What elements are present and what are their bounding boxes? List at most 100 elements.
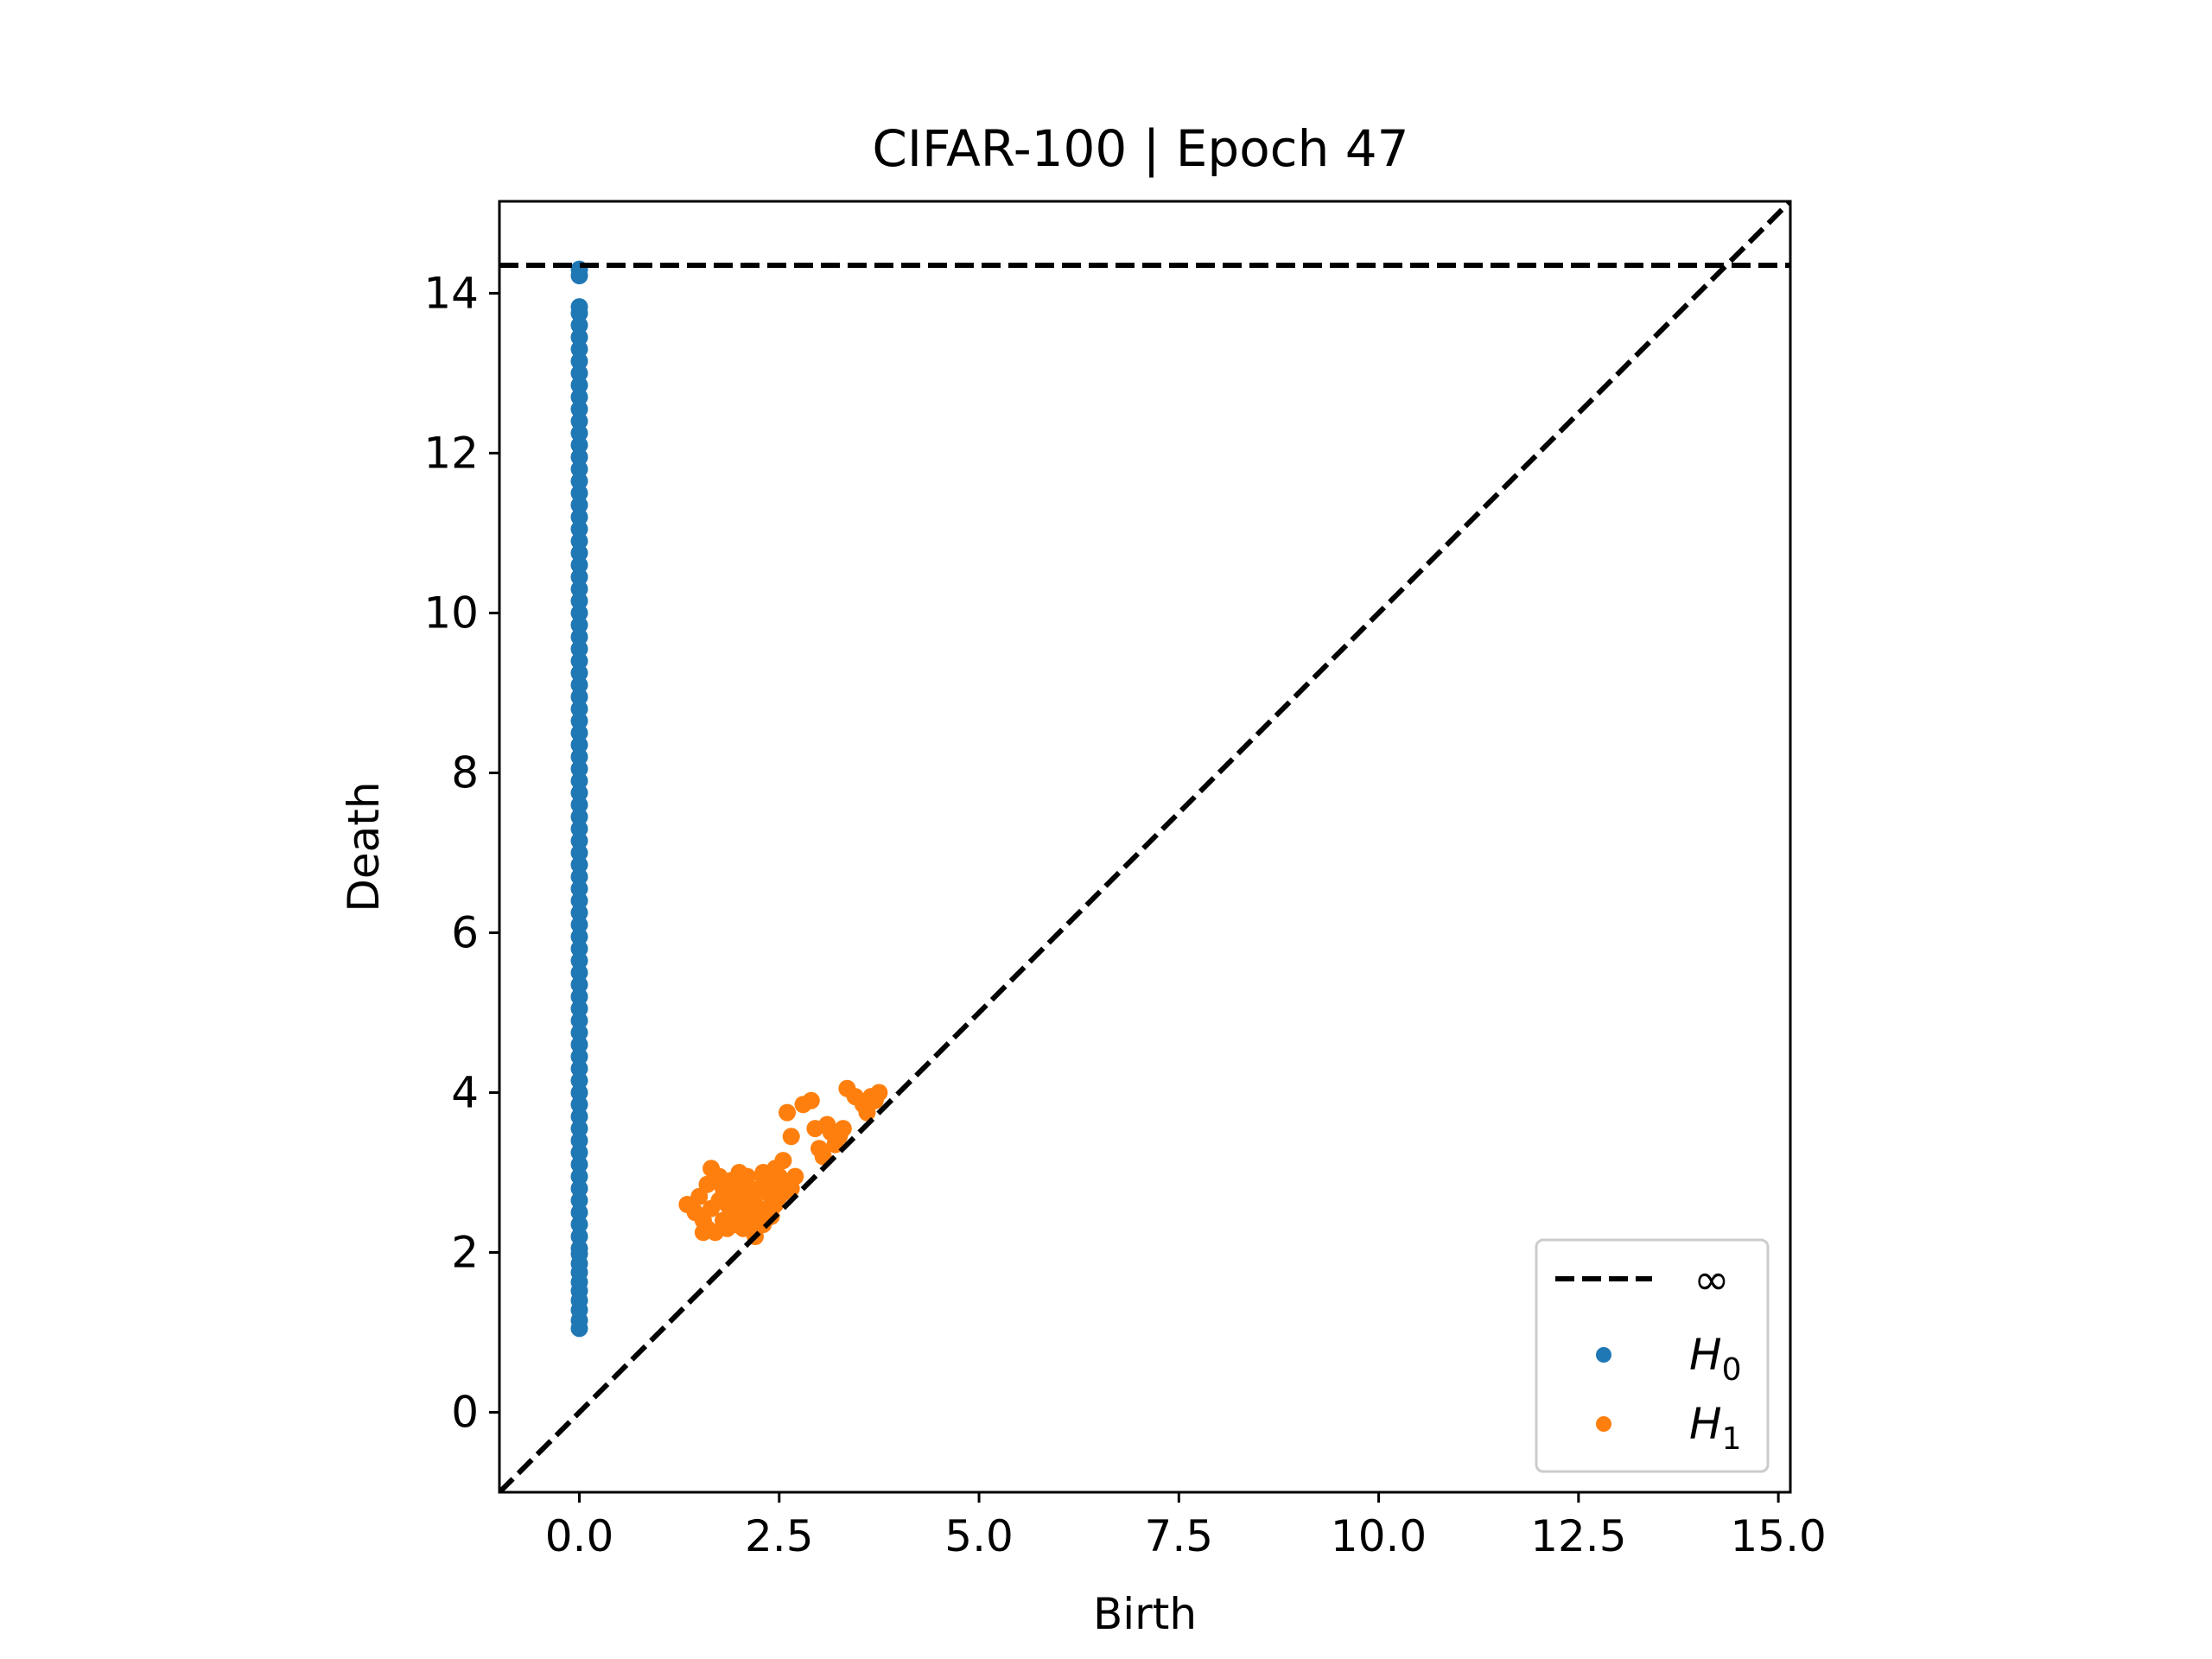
h0-point — [570, 796, 588, 814]
h1-point — [774, 1152, 792, 1170]
h0-point — [570, 1179, 588, 1198]
h0-point — [570, 472, 588, 490]
h0-point — [570, 855, 588, 874]
h0-point — [570, 688, 588, 706]
h0-point — [570, 976, 588, 994]
h0-point — [570, 364, 588, 382]
legend-h0-name: H — [1689, 1330, 1722, 1380]
h0-point — [570, 664, 588, 682]
h1-point — [710, 1167, 728, 1185]
h0-point — [570, 436, 588, 454]
y-axis-label: Death — [339, 781, 389, 912]
x-axis-label: Birth — [1093, 1589, 1197, 1639]
h0-point — [570, 904, 588, 922]
h0-point — [570, 1143, 588, 1161]
h0-point — [570, 880, 588, 898]
h0-point — [570, 1204, 588, 1222]
y-tick-label: 14 — [423, 268, 479, 318]
h1-point — [786, 1167, 804, 1185]
h0-point — [570, 939, 588, 957]
plot-area — [499, 201, 1790, 1492]
h0-point — [570, 544, 588, 562]
y-axis: 0 2 4 6 8 10 12 14 — [423, 268, 499, 1437]
y-tick-label: 12 — [423, 428, 479, 478]
h0-point — [570, 412, 588, 430]
h0-point — [570, 808, 588, 826]
x-tick-label: 0.0 — [545, 1511, 614, 1561]
h0-point — [570, 916, 588, 934]
h0-point — [570, 376, 588, 394]
h0-point — [570, 747, 588, 766]
h0-point — [570, 1084, 588, 1102]
h0-point — [570, 1132, 588, 1149]
h0-point — [570, 988, 588, 1006]
h1-point — [694, 1224, 712, 1242]
h0-point — [570, 616, 588, 634]
x-tick-label: 10.0 — [1331, 1511, 1427, 1561]
h0-point — [570, 700, 588, 718]
h0-point — [570, 724, 588, 742]
legend-infinity-label: ∞ — [1694, 1255, 1730, 1305]
h0-point — [570, 1155, 588, 1173]
h1-point — [779, 1103, 796, 1122]
h0-point — [570, 388, 588, 406]
h0-point — [570, 1096, 588, 1114]
h0-point — [570, 652, 588, 670]
y-tick-label: 2 — [451, 1227, 479, 1277]
h1-point — [802, 1091, 820, 1109]
h0-point — [570, 628, 588, 646]
legend-h0-label: H0 — [1689, 1330, 1742, 1388]
h0-point — [570, 1059, 588, 1077]
h0-point — [570, 1239, 588, 1257]
x-tick-label: 2.5 — [745, 1511, 814, 1561]
x-tick-label: 5.0 — [944, 1511, 1014, 1561]
h0-point — [570, 1108, 588, 1126]
h0-point — [570, 353, 588, 370]
h0-point — [570, 832, 588, 850]
h0-point — [570, 1120, 588, 1138]
h0-point — [570, 760, 588, 778]
y-tick-label: 4 — [451, 1067, 479, 1117]
legend-h1-name: H — [1689, 1399, 1722, 1449]
h1-point — [730, 1164, 748, 1181]
h0-point — [570, 340, 588, 359]
h0-point — [570, 532, 588, 550]
h0-point — [570, 580, 588, 598]
h0-point — [570, 496, 588, 514]
h0-point — [570, 1000, 588, 1018]
legend-h0-subscript: 0 — [1722, 1352, 1742, 1388]
y-tick-label: 0 — [451, 1387, 479, 1437]
h0-point — [570, 1228, 588, 1245]
h0-point — [570, 1192, 588, 1210]
legend-h0-marker — [1596, 1347, 1611, 1363]
h0-point — [570, 736, 588, 754]
h0-point — [570, 1167, 588, 1185]
h0-point — [570, 556, 588, 574]
h1-point — [834, 1120, 852, 1138]
axes-frame — [498, 200, 1792, 1494]
h0-point — [570, 1216, 588, 1234]
x-tick-label: 7.5 — [1145, 1511, 1214, 1561]
h0-point — [570, 298, 588, 316]
h0-point — [570, 772, 588, 790]
h0-point — [570, 1012, 588, 1030]
h0-point — [570, 712, 588, 730]
h1-point — [866, 1091, 884, 1109]
legend: ∞ H0 H1 — [1535, 1238, 1770, 1473]
h0-point — [570, 963, 588, 982]
h0-point — [570, 676, 588, 694]
y-tick-label: 6 — [451, 907, 479, 957]
h0-point — [570, 400, 588, 418]
h0-point — [570, 604, 588, 622]
h0-point — [570, 868, 588, 886]
x-tick-label: 12.5 — [1530, 1511, 1626, 1561]
legend-h1-subscript: 1 — [1722, 1421, 1742, 1457]
h0-point — [570, 892, 588, 910]
h0-point — [570, 928, 588, 946]
h0-point — [570, 1024, 588, 1042]
y-tick-label: 10 — [423, 588, 479, 638]
chart-title: CIFAR-100 | Epoch 47 — [872, 119, 1408, 178]
y-tick-label: 8 — [451, 747, 479, 798]
x-tick-label: 15.0 — [1730, 1511, 1826, 1561]
